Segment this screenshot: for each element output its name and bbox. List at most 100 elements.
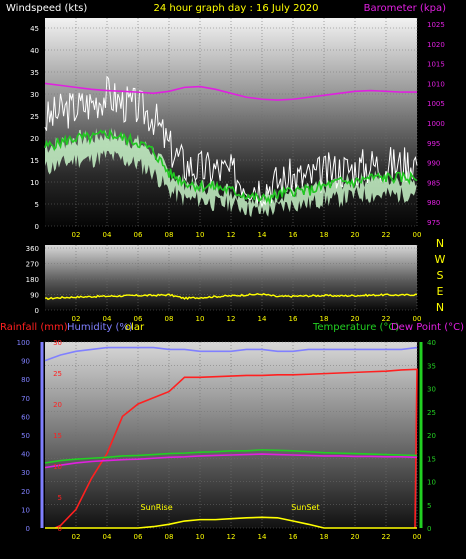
humidity-tick-label: 90: [21, 358, 30, 366]
x-tick-label: 08: [165, 533, 174, 541]
x-tick-label: 20: [351, 231, 360, 239]
x-tick-label: 18: [320, 315, 329, 323]
direction-tick-label: 0: [35, 307, 39, 315]
x-tick-label: 10: [196, 231, 205, 239]
temp-tick-label: 40: [427, 339, 436, 347]
compass-letter: S: [437, 269, 444, 282]
x-tick-label: 00: [413, 315, 422, 323]
graph-title: 24 hour graph day : 16 July 2020: [153, 3, 318, 14]
wind-tick-label: 40: [30, 47, 39, 55]
temp-tick-label: 10: [427, 479, 436, 487]
humidity-tick-label: 50: [21, 432, 30, 440]
x-tick-label: 14: [258, 315, 267, 323]
wind-tick-label: 45: [30, 25, 39, 33]
humidity-tick-label: 100: [17, 339, 30, 347]
x-tick-label: 00: [413, 231, 422, 239]
x-tick-label: 18: [320, 533, 329, 541]
direction-line: [44, 292, 418, 301]
baro-tick-label: 975: [427, 219, 440, 227]
direction-tick-label: 90: [30, 292, 39, 300]
series-dew-point-c-: [44, 453, 418, 469]
humidity-axis-label: Humidity (%): [67, 322, 133, 333]
x-tick-label: 14: [258, 231, 267, 239]
temp-tick-label: 35: [427, 362, 436, 370]
baro-tick-label: 1025: [427, 21, 445, 29]
series-layer: [44, 75, 418, 529]
x-tick-label: 10: [196, 533, 205, 541]
x-tick-label: 22: [382, 533, 391, 541]
x-tick-label: 16: [289, 315, 298, 323]
x-tick-label: 22: [382, 315, 391, 323]
wind-tick-label: 35: [30, 69, 39, 77]
wind-lull-band: [45, 127, 417, 218]
sun-annotation: SunRise: [141, 503, 173, 512]
x-tick-label: 18: [320, 231, 329, 239]
compass-letter: W: [435, 253, 446, 266]
baro-tick-label: 985: [427, 179, 440, 187]
humidity-tick-label: 10: [21, 506, 30, 514]
x-tick-label: 02: [72, 533, 81, 541]
barometer-axis-label: Barometer (kpa): [364, 3, 446, 14]
x-tick-label: 06: [134, 231, 143, 239]
direction-tick-label: 180: [26, 276, 39, 284]
baro-tick-label: 1020: [427, 41, 445, 49]
baro-tick-label: 990: [427, 160, 440, 168]
x-tick-label: 00: [413, 533, 422, 541]
baro-tick-label: 1010: [427, 80, 445, 88]
wind-tick-label: 25: [30, 113, 39, 121]
x-tick-label: 02: [72, 231, 81, 239]
x-tick-label: 22: [382, 231, 391, 239]
humidity-tick-label: 20: [21, 488, 30, 496]
x-tick-label: 10: [196, 315, 205, 323]
rain-tick-label: 10: [53, 463, 62, 471]
humidity-tick-label: 80: [21, 376, 30, 384]
x-tick-label: 04: [103, 533, 112, 541]
humidity-tick-label: 0: [26, 525, 30, 533]
temp-tick-label: 15: [427, 455, 436, 463]
wind-gust-line: [44, 75, 418, 208]
tick-labels: 0202020404040606060808081010101212121414…: [17, 21, 445, 541]
temp-tick-label: 5: [427, 502, 431, 510]
x-tick-label: 12: [227, 231, 236, 239]
series-rainfall-mm-: [54, 368, 418, 529]
x-tick-label: 08: [165, 315, 174, 323]
humidity-tick-label: 70: [21, 395, 30, 403]
temp-tick-label: 20: [427, 432, 436, 440]
solar-axis-label: olar: [125, 322, 145, 333]
rain-tick-label: 20: [53, 401, 62, 409]
x-tick-label: 12: [227, 533, 236, 541]
rain-tick-label: 0: [58, 525, 62, 533]
x-tick-label: 16: [289, 533, 298, 541]
humidity-tick-label: 60: [21, 413, 30, 421]
baro-tick-label: 1015: [427, 61, 445, 69]
x-tick-label: 04: [103, 315, 112, 323]
series-humidity-: [44, 346, 418, 362]
rain-tick-label: 5: [58, 494, 62, 502]
temp-tick-label: 0: [427, 525, 431, 533]
wind-tick-label: 30: [30, 91, 39, 99]
temp-tick-label: 25: [427, 409, 436, 417]
compass-letter: N: [436, 237, 444, 250]
x-tick-label: 04: [103, 231, 112, 239]
baro-tick-label: 1005: [427, 100, 445, 108]
baro-tick-label: 1000: [427, 120, 445, 128]
rain-tick-label: 30: [53, 339, 62, 347]
dewpoint-axis-label: Dew Point (°C): [391, 322, 464, 333]
x-tick-label: 06: [134, 533, 143, 541]
series-solar: [45, 516, 417, 529]
x-tick-label: 12: [227, 315, 236, 323]
direction-tick-label: 270: [26, 261, 39, 269]
x-tick-label: 02: [72, 315, 81, 323]
x-tick-label: 06: [134, 315, 143, 323]
windspeed-axis-label: Windspeed (kts): [6, 3, 87, 14]
rainfall-axis-label: Rainfall (mm): [0, 322, 68, 333]
x-tick-label: 20: [351, 533, 360, 541]
wind-tick-label: 10: [30, 179, 39, 187]
wind-tick-label: 5: [35, 201, 39, 209]
x-tick-label: 08: [165, 231, 174, 239]
humidity-tick-label: 40: [21, 451, 30, 459]
x-tick-label: 20: [351, 315, 360, 323]
